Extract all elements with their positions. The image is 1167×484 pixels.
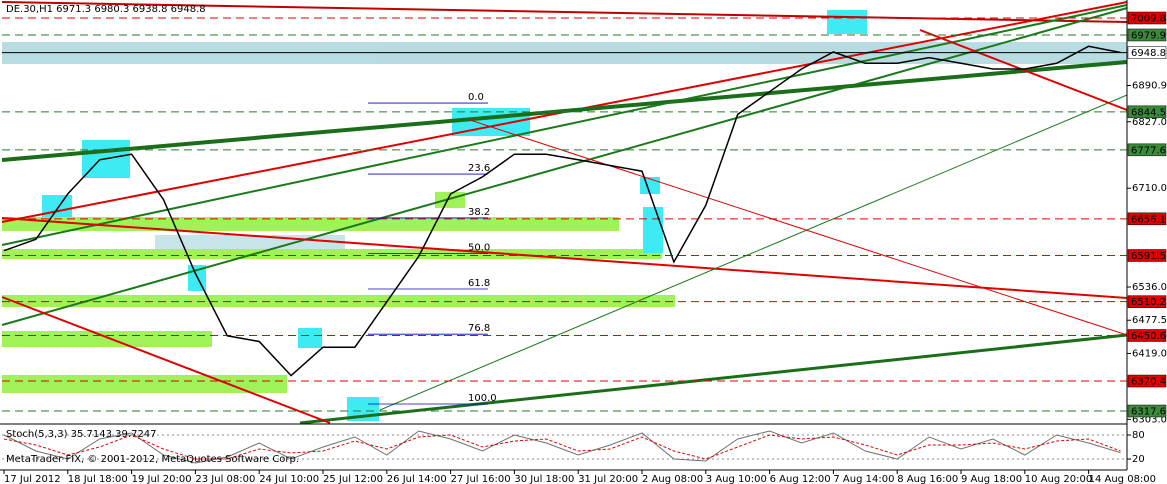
x-tick-label: 3 Aug 10:00 [706,474,767,484]
level-box [1127,143,1167,157]
x-tick-label: 26 Jul 14:00 [387,474,447,484]
level-label: 6844.5 [1131,107,1166,118]
level-label: 6317.6 [1131,407,1166,418]
x-tick-label: 31 Jul 20:00 [578,474,638,484]
level-box [1127,295,1167,308]
x-tick-label: 8 Aug 16:00 [897,474,958,484]
level-box [1127,28,1167,42]
level-label: 6656.1 [1131,214,1166,225]
y-tick-label: 6890.9 [1132,81,1167,92]
y-tick-label: 20 [1132,454,1145,465]
fib-label: 23.6 [468,163,490,174]
x-tick-label: 24 Jul 10:00 [259,474,319,484]
x-tick-label: 17 Jul 2012 [4,474,61,484]
chart-title: DE.30,H1 6971.3 6980.3 6938.8 6948.8 [6,4,206,15]
x-tick-label: 30 Jul 18:00 [514,474,574,484]
level-box [1127,46,1167,59]
main-pane: 6890.9 6827.0 6710.0 6536.0 6477.5 6419.0 6303… [2,11,1167,425]
price-line [3,45,1121,377]
x-tick-label: 6 Aug 12:00 [770,474,831,484]
level-box [1127,404,1167,418]
price-line [3,434,1121,460]
level-box [1127,329,1167,342]
y-tick-label: 6827.0 [1132,117,1167,128]
indicator-title: Stoch(5,3,3) 35.7143 39.7247 [6,429,157,440]
level-label: 6510.2 [1131,297,1166,308]
fib-label: 0.0 [468,92,484,103]
y-tick-label: 6477.5 [1132,315,1167,326]
x-tick-label: 25 Jul 12:00 [323,474,383,484]
level-box [1127,105,1167,119]
level-label: 6948.8 [1131,48,1166,59]
fib-label: 61.8 [468,278,490,289]
level-label: 6450.6 [1131,331,1166,342]
level-box [1127,11,1167,25]
level-box [1127,212,1167,226]
x-tick-label: 10 Aug 20:00 [1025,474,1092,484]
x-tick-label: 9 Aug 18:00 [961,474,1022,484]
fib-label: 38.2 [468,207,490,218]
level-box [1127,249,1167,262]
level-label: 6591.5 [1131,251,1166,262]
level-label: 6777.6 [1131,145,1166,156]
y-tick-label: 6536.0 [1132,282,1167,293]
fib-label: 100.0 [468,393,497,404]
copyright: MetaTrader FIX, © 2001-2012, MetaQuotes … [6,454,299,465]
level-label: 6979.9 [1131,30,1166,41]
fib-label: 50.0 [468,243,490,254]
x-tick-label: 7 Aug 14:00 [833,474,894,484]
x-tick-label: 19 Jul 20:00 [132,474,192,484]
price-line [3,430,1121,464]
fib-label: 76.8 [468,323,490,334]
y-tick-label: 6710.0 [1132,183,1167,194]
level-label: 7009.8 [1131,13,1166,24]
y-tick-label: 80 [1132,430,1145,441]
y-tick-label: 6303.0 [1132,414,1167,425]
y-tick-label: 6419.0 [1132,348,1167,359]
level-box [1127,374,1167,388]
x-tick-label: 27 Jul 16:00 [451,474,511,484]
x-tick-label: 18 Jul 18:00 [68,474,128,484]
x-tick-label: 23 Jul 08:00 [195,474,255,484]
trend-lines [1,1,1128,425]
x-tick-label: 2 Aug 08:00 [642,474,703,484]
x-tick-label: 14 Aug 08:00 [1089,474,1156,484]
level-label: 6370.4 [1131,377,1166,388]
